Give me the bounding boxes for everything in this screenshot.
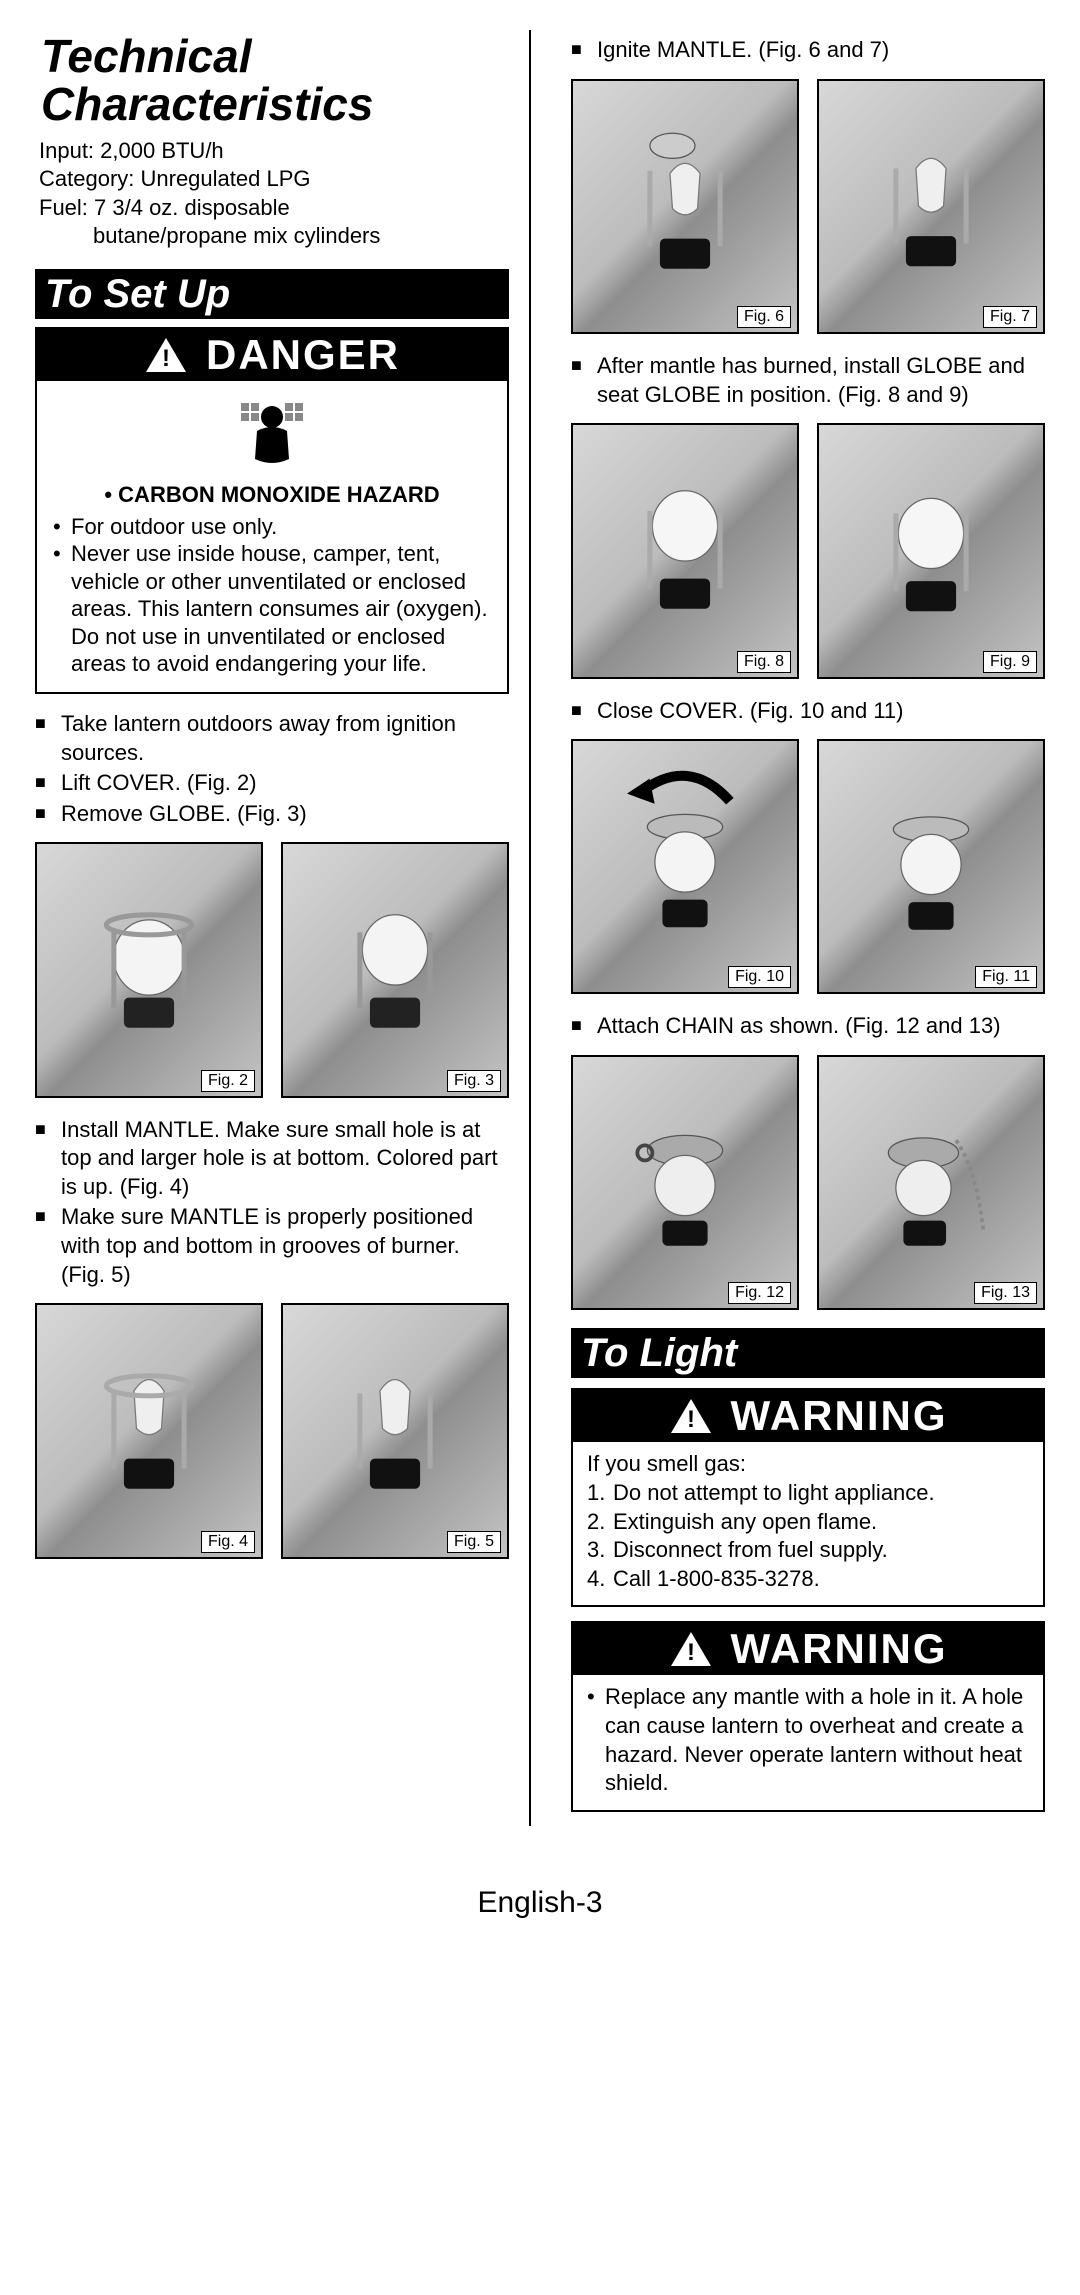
- fig-row-2-3: Fig. 2 Fig. 3: [35, 842, 509, 1097]
- svg-text:!: !: [687, 1406, 695, 1433]
- figure-5-caption: Fig. 5: [447, 1531, 501, 1553]
- spec-input: Input: 2,000 BTU/h: [39, 137, 509, 166]
- spec-category: Category: Unregulated LPG: [39, 165, 509, 194]
- alert-triangle-icon: !: [669, 1397, 713, 1435]
- danger-box: ! DANGER: [35, 327, 509, 694]
- svg-text:!: !: [687, 1639, 695, 1666]
- figure-10: Fig. 10: [571, 739, 799, 994]
- figure-12: Fig. 12: [571, 1055, 799, 1310]
- figure-13-caption: Fig. 13: [974, 1282, 1037, 1304]
- step-9: Attach CHAIN as shown. (Fig. 12 and 13): [597, 1012, 1045, 1041]
- warning-1-item-2: Extinguish any open flame.: [613, 1508, 877, 1537]
- step-5: Make sure MANTLE is properly positioned …: [61, 1203, 509, 1289]
- figure-7-caption: Fig. 7: [983, 306, 1037, 328]
- warning-2-bullet: Replace any mantle with a hole in it. A …: [605, 1683, 1029, 1797]
- figure-8: Fig. 8: [571, 423, 799, 678]
- right-column: ■Ignite MANTLE. (Fig. 6 and 7) Fig. 6 Fi…: [561, 30, 1045, 1826]
- danger-title-bar: ! DANGER: [37, 329, 507, 381]
- fig-row-8-9: Fig. 8 Fig. 9: [571, 423, 1045, 678]
- warning-1-item-4: Call 1-800-835-3278.: [613, 1565, 820, 1594]
- spec-fuel: Fuel: 7 3/4 oz. disposable: [39, 194, 509, 223]
- figure-4: Fig. 4: [35, 1303, 263, 1558]
- fig-row-10-11: Fig. 10 Fig. 11: [571, 739, 1045, 994]
- figure-6-caption: Fig. 6: [737, 306, 791, 328]
- danger-bullet-1: For outdoor use only.: [71, 513, 491, 541]
- step-6: Ignite MANTLE. (Fig. 6 and 7): [597, 36, 1045, 65]
- to-set-up-header: To Set Up: [35, 269, 509, 319]
- spec-fuel-cont: butane/propane mix cylinders: [39, 222, 509, 251]
- tech-specs: Input: 2,000 BTU/h Category: Unregulated…: [39, 137, 509, 251]
- left-column: Technical Characteristics Input: 2,000 B…: [35, 30, 531, 1826]
- step-7: After mantle has burned, install GLOBE a…: [597, 352, 1045, 409]
- figure-7: Fig. 7: [817, 79, 1045, 334]
- figure-5: Fig. 5: [281, 1303, 509, 1558]
- figure-10-caption: Fig. 10: [728, 966, 791, 988]
- svg-text:!: !: [162, 345, 170, 372]
- warning-1-item-3: Disconnect from fuel supply.: [613, 1536, 888, 1565]
- step-1: Take lantern outdoors away from ignition…: [61, 710, 509, 767]
- figure-3: Fig. 3: [281, 842, 509, 1097]
- warning-1-lead: If you smell gas:: [587, 1450, 1029, 1479]
- setup-steps-e: ■Close COVER. (Fig. 10 and 11): [571, 697, 1045, 726]
- step-2: Lift COVER. (Fig. 2): [61, 769, 509, 798]
- step-8: Close COVER. (Fig. 10 and 11): [597, 697, 1045, 726]
- figure-11-caption: Fig. 11: [975, 966, 1037, 988]
- setup-steps-b: ■Install MANTLE. Make sure small hole is…: [35, 1116, 509, 1290]
- alert-triangle-icon: !: [669, 1630, 713, 1668]
- co-hazard-icon: [53, 397, 491, 474]
- warning-1-title-bar: ! WARNING: [573, 1390, 1043, 1442]
- tech-characteristics-header: Technical Characteristics: [35, 30, 509, 131]
- setup-steps-f: ■Attach CHAIN as shown. (Fig. 12 and 13): [571, 1012, 1045, 1041]
- figure-9-caption: Fig. 9: [983, 651, 1037, 673]
- co-hazard-heading: • CARBON MONOXIDE HAZARD: [53, 481, 491, 509]
- figure-3-caption: Fig. 3: [447, 1070, 501, 1092]
- to-light-header: To Light: [571, 1328, 1045, 1378]
- warning-2-title-bar: ! WARNING: [573, 1623, 1043, 1675]
- figure-6: Fig. 6: [571, 79, 799, 334]
- alert-triangle-icon: !: [144, 336, 188, 374]
- fig-row-4-5: Fig. 4 Fig. 5: [35, 1303, 509, 1558]
- figure-12-caption: Fig. 12: [728, 1282, 791, 1304]
- figure-4-caption: Fig. 4: [201, 1531, 255, 1553]
- figure-8-caption: Fig. 8: [737, 651, 791, 673]
- figure-2-caption: Fig. 2: [201, 1070, 255, 1092]
- figure-13: Fig. 13: [817, 1055, 1045, 1310]
- danger-bullet-2: Never use inside house, camper, tent, ve…: [71, 540, 491, 678]
- warning-2-title: WARNING: [731, 1625, 948, 1673]
- setup-steps-c: ■Ignite MANTLE. (Fig. 6 and 7): [571, 36, 1045, 65]
- step-3: Remove GLOBE. (Fig. 3): [61, 800, 509, 829]
- fig-row-6-7: Fig. 6 Fig. 7: [571, 79, 1045, 334]
- figure-2: Fig. 2: [35, 842, 263, 1097]
- step-4: Install MANTLE. Make sure small hole is …: [61, 1116, 509, 1202]
- figure-9: Fig. 9: [817, 423, 1045, 678]
- setup-steps-d: ■After mantle has burned, install GLOBE …: [571, 352, 1045, 409]
- page-number: English-3: [35, 1886, 1045, 1920]
- warning-1-title: WARNING: [731, 1392, 948, 1440]
- figure-11: Fig. 11: [817, 739, 1045, 994]
- warning-box-1: ! WARNING If you smell gas: 1.Do not att…: [571, 1388, 1045, 1607]
- warning-1-item-1: Do not attempt to light appliance.: [613, 1479, 935, 1508]
- warning-box-2: ! WARNING •Replace any mantle with a hol…: [571, 1621, 1045, 1811]
- danger-title: DANGER: [206, 331, 400, 379]
- fig-row-12-13: Fig. 12 Fig. 13: [571, 1055, 1045, 1310]
- setup-steps-a: ■Take lantern outdoors away from ignitio…: [35, 710, 509, 828]
